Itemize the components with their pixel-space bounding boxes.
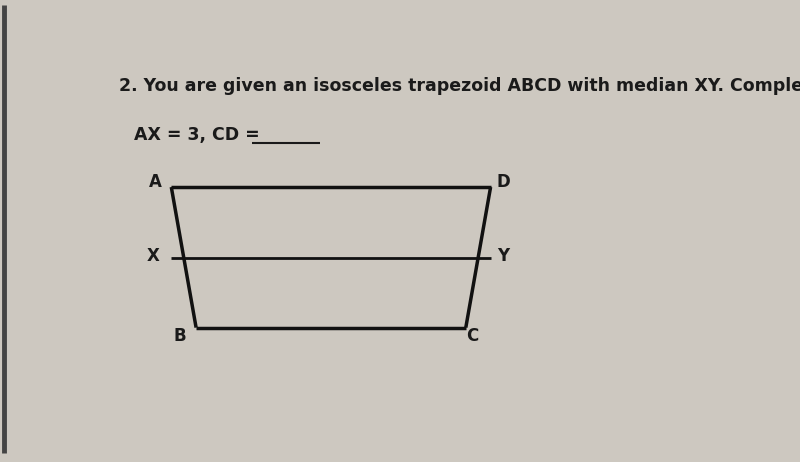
Text: X: X [146,248,159,266]
Text: 2. You are given an isosceles trapezoid ABCD with median XY. Complete the follow: 2. You are given an isosceles trapezoid … [118,77,800,95]
Text: D: D [496,173,510,191]
Text: Y: Y [497,248,509,266]
Text: B: B [173,328,186,346]
Text: AX = 3, CD =: AX = 3, CD = [134,127,266,145]
Text: C: C [466,328,478,346]
Text: A: A [150,173,162,191]
